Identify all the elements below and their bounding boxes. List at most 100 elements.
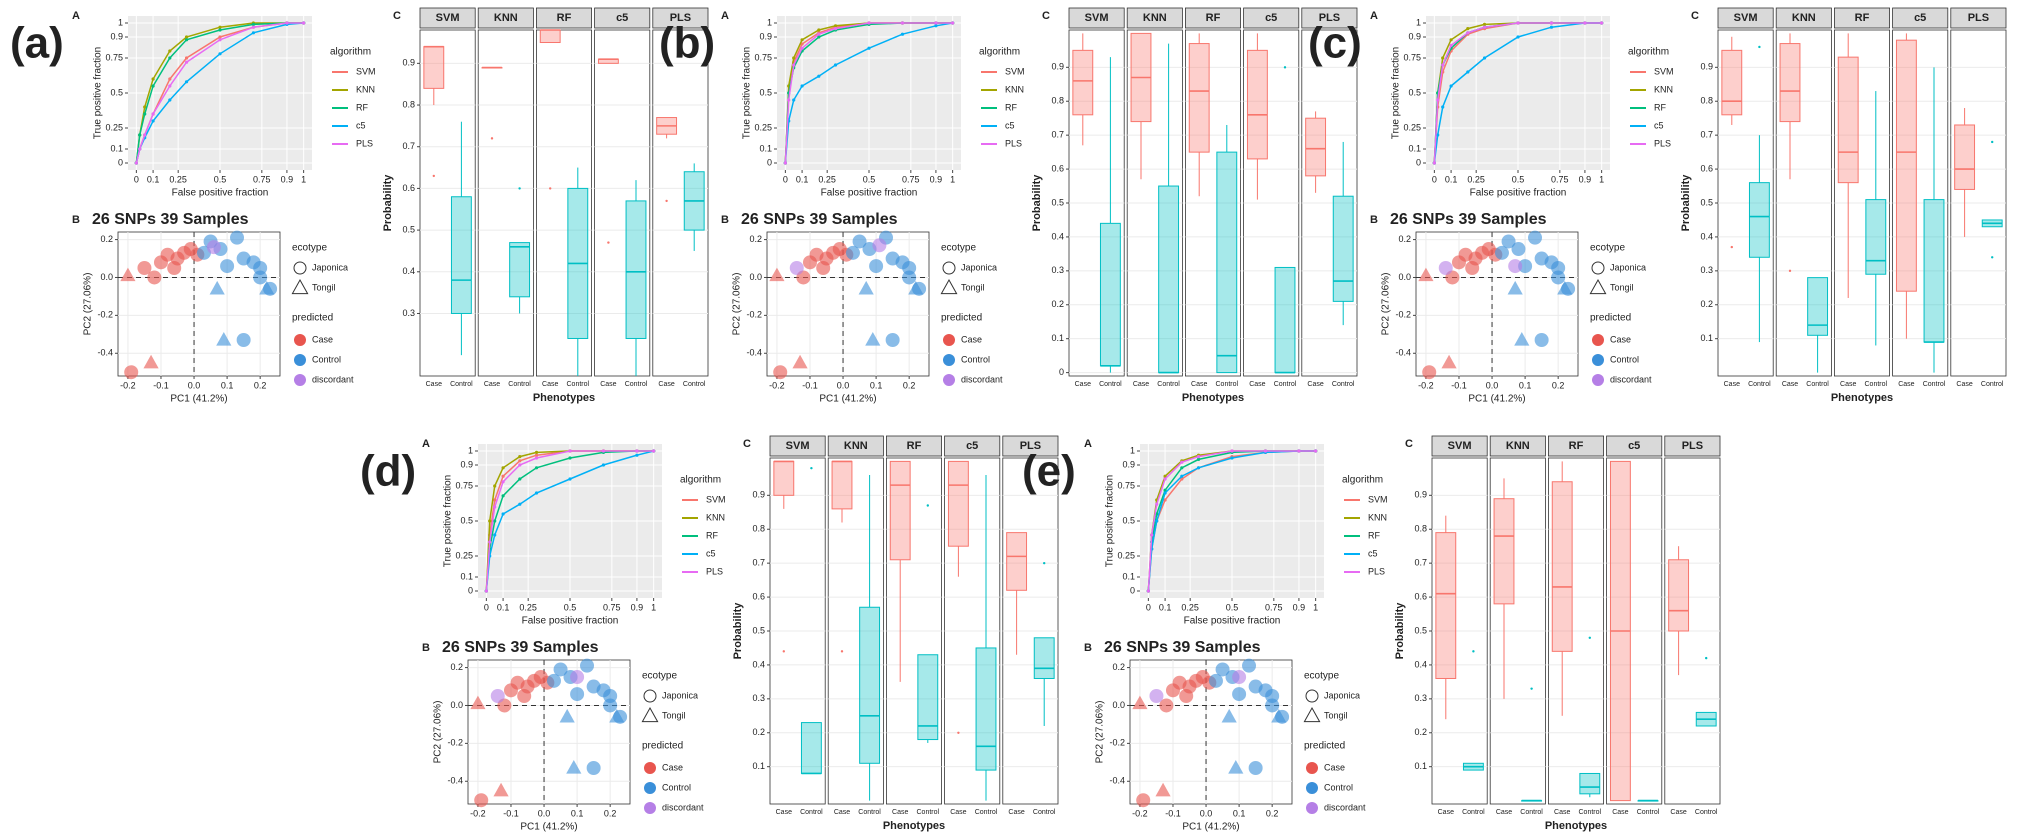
facet-label: SVM	[436, 12, 460, 24]
x-axis-title: False positive fraction	[821, 188, 918, 199]
roc-point	[302, 21, 306, 25]
x-tick-label: 0	[1432, 174, 1437, 184]
y-tick-label: 0	[118, 157, 123, 167]
y-axis-title: Probability	[732, 602, 744, 660]
x-tick-label: Control	[1981, 381, 2004, 388]
roc-point	[1297, 449, 1301, 453]
point	[816, 261, 831, 275]
facet-label: c5	[966, 440, 978, 452]
roc-point	[493, 484, 497, 488]
panel-sublabel: C	[1405, 438, 1413, 450]
x-tick-label: 0.5	[863, 174, 876, 184]
y-axis-title: PC2 (27.06%)	[433, 701, 444, 764]
roc-point	[151, 84, 155, 88]
roc-point	[1196, 455, 1201, 459]
facet-strip	[419, 7, 476, 29]
roc-point	[1466, 31, 1470, 35]
point	[209, 280, 225, 295]
roc-point	[1230, 456, 1234, 460]
point	[1179, 689, 1194, 703]
y-tick-label: -0.4	[97, 348, 113, 358]
legend-label: PLS	[706, 566, 723, 576]
legend-label: RF	[1368, 530, 1380, 540]
point	[124, 365, 139, 380]
roc-point	[800, 38, 804, 42]
x-axis-title: Phenotypes	[883, 820, 945, 832]
legend-label: c5	[1368, 548, 1378, 558]
legend-swatch	[943, 354, 955, 366]
x-tick-label: -0.1	[503, 808, 519, 818]
box	[975, 647, 997, 771]
roc-point	[601, 463, 606, 467]
point	[553, 662, 568, 677]
point	[490, 689, 505, 703]
y-axis-title: True positive fraction	[443, 475, 454, 567]
y-axis-title: True positive fraction	[1105, 475, 1116, 567]
point	[580, 658, 595, 673]
roc-point	[817, 32, 821, 36]
y-tick-label: 0.0	[100, 272, 113, 282]
y-tick-label: 0.5	[110, 87, 123, 97]
point	[493, 782, 509, 797]
x-tick-label: 0.75	[1551, 174, 1569, 184]
roc-point	[1482, 25, 1487, 29]
point	[474, 793, 489, 808]
panel-sublabel: C	[1042, 10, 1050, 22]
roc-point	[518, 455, 522, 459]
panel-label: (a)	[10, 19, 64, 68]
box	[1033, 637, 1055, 679]
box	[917, 654, 939, 741]
y-tick-label: 0.25	[455, 550, 473, 560]
facet-strip	[1664, 435, 1721, 457]
legend-swatch	[294, 334, 306, 346]
x-tick-label: Control	[1216, 381, 1239, 388]
legend-swatch	[294, 354, 306, 366]
facet-panel	[652, 29, 709, 377]
y-tick-label: 1	[1130, 445, 1135, 455]
y-tick-label: 0.4	[1414, 659, 1427, 669]
legend-label: Control	[312, 354, 341, 364]
box	[1246, 49, 1268, 160]
legend-label: Japonica	[1610, 262, 1646, 272]
x-tick-label: Case	[1438, 809, 1454, 816]
panel-sublabel: A	[721, 10, 729, 22]
y-tick-label: 1	[1416, 17, 1421, 27]
point	[885, 333, 900, 347]
y-tick-label: 0.75	[455, 480, 473, 490]
y-tick-label: -0.2	[1109, 738, 1125, 748]
chart-scatter: B 26 SNPs 39 Samples -0.2 -0.1 0.0 0.1 0.2 -0.4…	[721, 211, 1003, 404]
x-tick-label: 0.9	[1293, 602, 1306, 612]
y-tick-label: 0.2	[450, 662, 463, 672]
legend-label: PLS	[356, 138, 373, 148]
facet-panel	[594, 29, 651, 377]
x-axis-title: PC1 (41.2%)	[520, 822, 577, 833]
chart-title: 26 SNPs 39 Samples	[92, 211, 249, 228]
roc-point	[900, 21, 905, 25]
point	[253, 270, 268, 285]
roc-curve	[485, 450, 654, 592]
x-tick-label: Control	[917, 809, 940, 816]
y-tick-label: 0.2	[1700, 299, 1713, 309]
point	[1149, 689, 1164, 703]
point	[1508, 259, 1523, 274]
legend-label: Tongil	[662, 710, 686, 720]
roc-point	[568, 456, 572, 460]
panel-label: (b)	[659, 19, 715, 68]
y-tick-label: 0.0	[1112, 700, 1125, 710]
point	[1232, 670, 1247, 685]
legend-label: Control	[662, 782, 691, 792]
roc-point	[534, 491, 539, 495]
point	[1422, 365, 1437, 380]
legend-label: KNN	[1005, 84, 1024, 94]
box	[831, 460, 853, 510]
roc-point	[518, 477, 522, 481]
roc-point	[143, 105, 147, 109]
y-tick-label: 0.8	[1700, 96, 1713, 106]
panel-sublabel: A	[1370, 10, 1378, 22]
roc-point	[534, 450, 539, 454]
x-tick-label: 0.25	[818, 174, 836, 184]
x-tick-label: Case	[1782, 381, 1798, 388]
outlier	[1705, 656, 1708, 660]
chart-line: (c) A 0 0.1 0.25 0.5 0.75 0.9 1 0 0.1 0.25 0.5 0.75 0.…	[1308, 10, 1674, 199]
chart-title: 26 SNPs 39 Samples	[1104, 639, 1261, 656]
